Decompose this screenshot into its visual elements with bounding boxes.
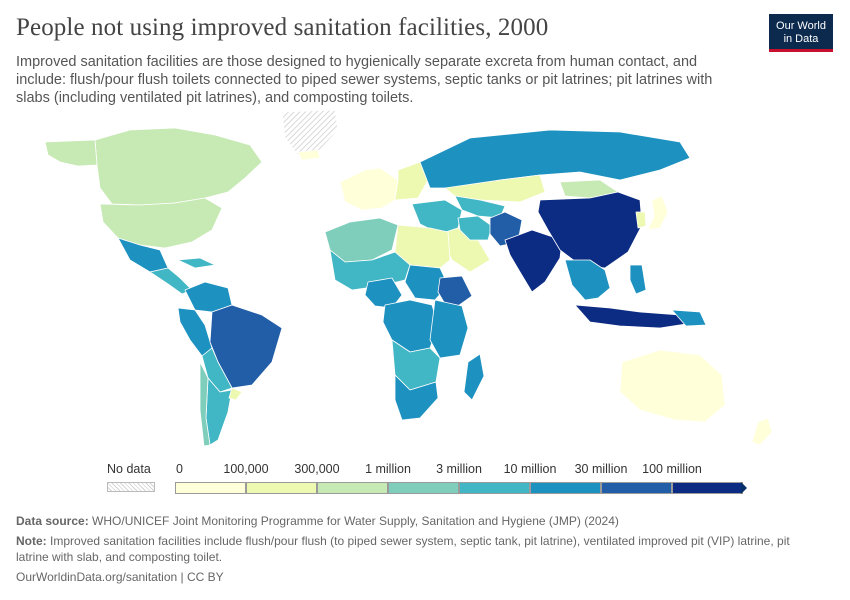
legend-tick-label: 10 million bbox=[503, 462, 557, 476]
region-iran[interactable] bbox=[457, 215, 493, 241]
legend-tick-label: 300,000 bbox=[294, 462, 340, 476]
source-text[interactable]: WHO/UNICEF Joint Monitoring Programme fo… bbox=[92, 514, 619, 528]
region-peru-ecuador[interactable] bbox=[177, 307, 213, 357]
legend: No data 0 100,000 300,000 1 million 3 millio… bbox=[0, 455, 850, 500]
region-iceland[interactable] bbox=[297, 149, 321, 161]
region-russia[interactable] bbox=[419, 129, 691, 189]
region-philippines[interactable] bbox=[629, 264, 647, 295]
legend-tick-label: 0 bbox=[176, 462, 183, 476]
owid-logo[interactable]: Our World in Data bbox=[769, 14, 833, 52]
region-southeast-asia-mainland[interactable] bbox=[564, 259, 611, 301]
region-alaska[interactable] bbox=[44, 139, 98, 167]
note-text: Improved sanitation facilities include f… bbox=[16, 534, 790, 564]
legend-tick-label: 3 million bbox=[436, 462, 482, 476]
chart-title: People not using improved sanitation fac… bbox=[16, 14, 549, 41]
legend-tick-label: 100,000 bbox=[223, 462, 269, 476]
region-australia[interactable] bbox=[619, 349, 726, 423]
region-india[interactable] bbox=[504, 229, 563, 293]
note-line: Note: Improved sanitation facilities inc… bbox=[16, 533, 806, 565]
legend-swatch-5[interactable] bbox=[530, 482, 601, 494]
legend-swatch-3[interactable] bbox=[388, 482, 459, 494]
region-east-africa[interactable] bbox=[429, 299, 469, 359]
chart-subtitle: Improved sanitation facilities are those… bbox=[16, 54, 713, 106]
region-western-europe[interactable] bbox=[339, 167, 399, 211]
region-united-states[interactable] bbox=[99, 197, 223, 249]
region-canada[interactable] bbox=[94, 127, 263, 206]
legend-tick-label: 100 million bbox=[642, 462, 702, 476]
logo-line-2: in Data bbox=[783, 33, 819, 45]
source-label: Data source: bbox=[16, 514, 89, 528]
url-line[interactable]: OurWorldinData.org/sanitation | CC BY bbox=[16, 570, 224, 584]
legend-swatch-6[interactable] bbox=[601, 482, 672, 494]
legend-tick-label: 30 million bbox=[574, 462, 628, 476]
legend-swatch-0[interactable] bbox=[175, 482, 246, 494]
region-caribbean[interactable] bbox=[177, 257, 216, 269]
region-greenland[interactable] bbox=[281, 109, 339, 156]
region-madagascar[interactable] bbox=[463, 353, 485, 401]
legend-swatch-4[interactable] bbox=[459, 482, 530, 494]
footer: Data source: WHO/UNICEF Joint Monitoring… bbox=[16, 513, 806, 589]
region-chile[interactable] bbox=[199, 361, 211, 447]
legend-arrow bbox=[741, 482, 747, 494]
logo-line-1: Our World bbox=[776, 20, 826, 32]
legend-swatch-2[interactable] bbox=[317, 482, 388, 494]
region-central-africa[interactable] bbox=[382, 299, 439, 353]
region-south-africa[interactable] bbox=[394, 374, 439, 421]
region-china[interactable] bbox=[537, 191, 643, 269]
legend-swatch-7[interactable] bbox=[672, 482, 743, 494]
region-arabian-peninsula[interactable] bbox=[439, 227, 491, 273]
region-uruguay[interactable] bbox=[228, 387, 243, 401]
region-indonesia[interactable] bbox=[574, 304, 687, 329]
legend-no-data-label: No data bbox=[107, 462, 151, 476]
region-papua-new-guinea[interactable] bbox=[671, 309, 707, 327]
legend-swatch-1[interactable] bbox=[246, 482, 317, 494]
region-new-zealand[interactable] bbox=[751, 417, 773, 446]
world-map bbox=[44, 109, 773, 447]
legend-no-data-swatch[interactable] bbox=[107, 482, 155, 492]
region-japan[interactable] bbox=[647, 195, 669, 231]
source-line: Data source: WHO/UNICEF Joint Monitoring… bbox=[16, 513, 806, 529]
region-korea[interactable] bbox=[635, 211, 647, 229]
legend-tick-label: 1 million bbox=[365, 462, 411, 476]
note-label: Note: bbox=[16, 534, 47, 548]
